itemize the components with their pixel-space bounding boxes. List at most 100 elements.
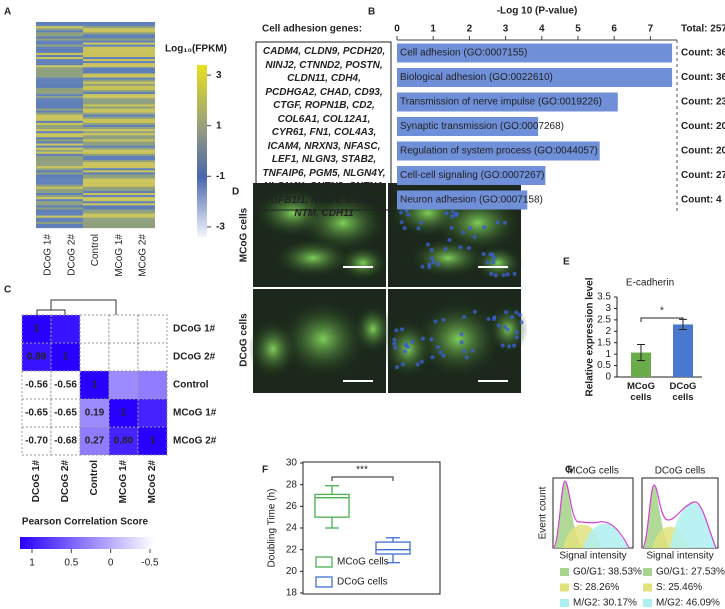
- nucleus: [510, 315, 515, 320]
- bar: [397, 141, 600, 161]
- nucleus: [435, 345, 440, 350]
- heatmap-stripe: [83, 42, 155, 45]
- legend-swatch: [560, 568, 569, 576]
- nucleus: [394, 328, 399, 333]
- heatmap-stripe: [36, 87, 83, 91]
- heatmap-stripe: [83, 114, 155, 117]
- heatmap-stripe: [83, 120, 155, 124]
- heatmap-stripe: [83, 127, 155, 130]
- nucleus: [449, 225, 454, 230]
- bar: [397, 166, 546, 185]
- heatmap-stripe: [36, 219, 83, 222]
- heatmap-stripe: [83, 197, 155, 200]
- cell-cluster: [413, 299, 503, 379]
- legend-swatch: [560, 583, 569, 592]
- heatmap-stripe: [36, 207, 83, 210]
- heatmap-stripe: [83, 83, 155, 86]
- genes-title: Cell adhesion genes:: [262, 24, 362, 35]
- nucleus: [433, 319, 438, 324]
- cell-label: -0.56: [25, 380, 48, 391]
- heatmap-stripe: [83, 46, 155, 49]
- heatmap-stripe: [36, 92, 83, 95]
- heatmap-stripe: [36, 174, 83, 177]
- legend-text: DCoG cells: [337, 577, 388, 588]
- heatmap-stripe: [36, 164, 83, 167]
- dendrogram: [36, 309, 66, 315]
- genes-box: [255, 41, 392, 211]
- heatmap-stripe: [83, 160, 155, 163]
- heatmap-stripe: [83, 201, 155, 204]
- nucleus: [468, 226, 473, 231]
- heatmap-stripe: [36, 125, 83, 128]
- legend-text: G0/G1: 38.53%: [573, 567, 642, 578]
- heatmap-stripe: [36, 100, 83, 103]
- sample-label: MCoG 1#: [114, 234, 125, 277]
- count-label: Count: 20: [681, 121, 725, 132]
- colorbar-tick-label: 0: [108, 558, 114, 569]
- nucleus: [486, 316, 491, 321]
- heatmap-stripe: [36, 166, 83, 169]
- nucleus: [420, 336, 425, 341]
- heatmap-cell: [108, 314, 139, 344]
- dendrogram: [50, 299, 117, 322]
- nucleus: [519, 320, 524, 325]
- heatmap-stripe: [36, 153, 83, 157]
- heatmap-stripe: [83, 143, 155, 146]
- heatmap-stripe: [83, 122, 155, 126]
- bar: [397, 43, 673, 63]
- nucleus: [512, 271, 517, 276]
- heatmap-stripe: [36, 54, 83, 58]
- nucleus: [470, 348, 475, 353]
- heatmap-stripe: [83, 215, 155, 218]
- nucleus: [415, 362, 420, 367]
- heatmap-cell: [21, 314, 52, 344]
- heatmap-cell: [79, 342, 110, 372]
- heatmap-stripe: [36, 184, 83, 187]
- total-label: Total: 257: [681, 24, 725, 35]
- x-tick-label: 1: [430, 24, 436, 35]
- nucleus: [454, 212, 459, 217]
- heatmap-cell: [21, 426, 52, 456]
- chart-title: E-cadherin: [626, 278, 674, 289]
- heatmap-stripe: [36, 81, 83, 84]
- heatmap-stripe: [36, 182, 83, 185]
- significance-bracket: [640, 317, 684, 322]
- nucleus: [462, 349, 467, 354]
- significance: *: [660, 306, 664, 317]
- heatmap-stripe: [83, 178, 155, 181]
- heatmap-stripe: [36, 98, 83, 101]
- box: [375, 541, 411, 555]
- legend-swatch: [315, 576, 333, 588]
- heatmap-stripe: [36, 197, 83, 200]
- y-tick-label: 1.5: [597, 337, 611, 348]
- nucleus: [502, 220, 507, 225]
- heatmap-stripe: [83, 96, 155, 99]
- cell-label: -0.68: [54, 436, 77, 447]
- heatmap-stripe: [36, 192, 83, 196]
- x-tick-label: 4: [539, 24, 545, 35]
- nucleus: [443, 247, 448, 252]
- y-tick-label: 18: [286, 588, 298, 599]
- heatmap-stripe: [36, 22, 83, 25]
- nucleus: [459, 340, 464, 345]
- legend-swatch: [643, 583, 652, 592]
- nucleus: [420, 264, 425, 269]
- heatmap-stripe: [36, 213, 83, 216]
- heatmap-stripe: [36, 131, 83, 134]
- heatmap-stripe: [83, 48, 155, 51]
- y-tick-label: 20: [286, 566, 298, 577]
- nucleus: [405, 345, 410, 350]
- heatmap-stripe: [83, 209, 155, 212]
- genes-list: CADM4, CLDN9, PCDH20, NINJ2, CTNND2, POS…: [262, 46, 386, 219]
- heatmap-stripe: [83, 104, 155, 107]
- heatmap-cell: [79, 370, 110, 400]
- nucleus: [507, 344, 512, 349]
- bar: [631, 352, 651, 377]
- heatmap-stripe: [36, 180, 83, 183]
- heatmap-stripe: [36, 217, 83, 220]
- cell-cluster: [278, 299, 368, 379]
- colorbar-tick-label: -0.5: [141, 558, 159, 569]
- colorbar: [20, 537, 154, 549]
- heatmap-stripe: [83, 54, 155, 58]
- heatmap-stripe: [83, 172, 155, 175]
